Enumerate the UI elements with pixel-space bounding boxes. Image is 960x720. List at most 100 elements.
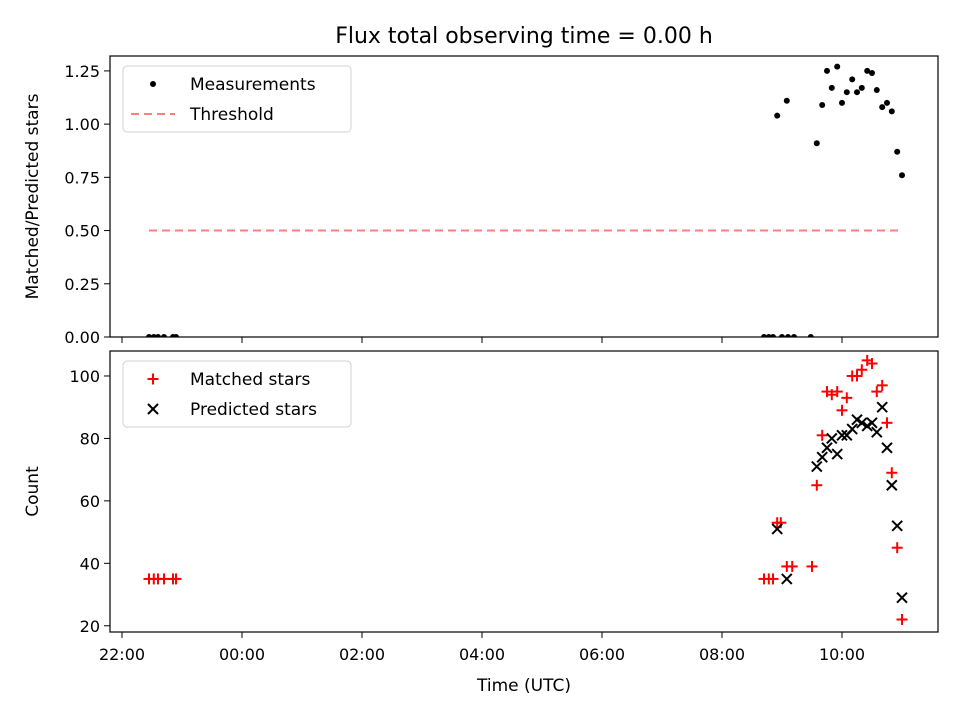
y-tick-label: 40 [80, 554, 100, 573]
measurements-point [839, 99, 845, 106]
measurements-point [807, 334, 814, 337]
predicted-stars-point [811, 460, 823, 473]
measurements-point [828, 84, 835, 91]
legend-box [122, 65, 352, 133]
measurements-point [785, 334, 791, 337]
y-tick-label: 0.25 [64, 275, 100, 294]
matched-stars-point [896, 614, 908, 626]
matched-stars-point [866, 357, 878, 369]
measurements-point [819, 101, 826, 108]
predicted-stars-point [896, 591, 908, 604]
measurements-legend-marker [150, 81, 156, 87]
y-axis-label: Count [23, 466, 43, 517]
measurements-point [146, 334, 152, 337]
measurements-point [854, 89, 860, 96]
star-count-panel: 20 40 60 80 100 22:00 00:00 02:00 04:00 06:00 08:0… [23, 350, 939, 696]
matched-stars-legend-marker [147, 373, 159, 385]
predicted-stars-point [846, 423, 858, 435]
legend: Measurements Threshold [122, 65, 352, 133]
matched-stars-point [811, 479, 823, 491]
y-tick-label: 20 [80, 617, 100, 636]
measurements-point [873, 87, 880, 94]
matched-stars-point [891, 542, 903, 554]
matched-stars-point [767, 573, 779, 585]
measurements-point [834, 63, 841, 70]
x-tick-label: 10:00 [819, 645, 865, 664]
y-tick-label: 1.25 [64, 62, 100, 81]
measurements-point [791, 334, 797, 337]
matched-stars-point [836, 404, 848, 416]
matched-stars-point [831, 386, 843, 398]
x-tick-label: 00:00 [219, 645, 265, 664]
x-tick-label: 02:00 [339, 645, 385, 664]
predicted-stars-point [886, 479, 898, 491]
x-tick-label: 22:00 [99, 645, 145, 664]
predicted-stars-point [856, 417, 868, 429]
predicted-stars-point [881, 442, 893, 454]
matched-stars-point [856, 364, 868, 376]
matched-stars-point [170, 573, 182, 585]
measurements-point [879, 104, 886, 111]
predicted-stars-point [781, 573, 793, 585]
predicted-stars-legend-marker [147, 403, 159, 415]
x-axis-label: Time (UTC) [476, 676, 571, 696]
predicted-stars-legend-label: Predicted stars [190, 400, 317, 420]
measurements-point [824, 67, 830, 74]
measurements-point [770, 334, 776, 337]
y-tick-label: 0.00 [64, 328, 100, 347]
measurements-point [858, 84, 865, 91]
y-tick-label: 0.75 [64, 168, 100, 187]
matched-stars-point [881, 417, 893, 429]
y-tick-label: 100 [69, 367, 100, 386]
axes-frame [109, 350, 939, 633]
predicted-stars-point [816, 451, 828, 463]
plot-area [143, 354, 908, 626]
matched-stars-point [786, 560, 798, 572]
x-tick-label: 04:00 [459, 645, 505, 664]
measurements-point [779, 334, 785, 337]
matched-stars-point [871, 386, 883, 398]
measurements-point [783, 97, 790, 104]
x-tick-label: 08:00 [699, 645, 745, 664]
measurements-legend-label: Measurements [190, 75, 316, 95]
measurements-point [884, 99, 890, 106]
x-tick-label: 06:00 [579, 645, 625, 664]
y-tick-label: 1.00 [64, 115, 100, 134]
measurements-point [843, 89, 850, 96]
matched-stars-point [806, 560, 818, 572]
legend-box [122, 360, 352, 428]
measurements-point [849, 76, 856, 83]
predicted-stars-point [831, 448, 843, 460]
predicted-stars-point [771, 523, 783, 535]
measurements-point [869, 70, 875, 77]
flux-ratio-panel: 0.00 0.25 0.50 0.75 1.00 1.25 Matched/Predicte… [23, 24, 939, 347]
predicted-stars-point [866, 417, 878, 429]
threshold-legend-label: Threshold [189, 105, 274, 125]
chart-title: Flux total observing time = 0.00 h [335, 24, 713, 49]
measurements-point [761, 334, 767, 337]
matched-stars-point [816, 429, 828, 441]
predicted-stars-point [826, 432, 838, 445]
y-tick-label: 0.50 [64, 222, 100, 241]
measurements-point [774, 112, 781, 119]
measurements-point [894, 148, 901, 155]
measurements-point [155, 334, 161, 337]
measurements-point [864, 67, 871, 74]
matched-stars-point [841, 392, 853, 404]
matched-stars-point [876, 379, 888, 391]
measurements-point [173, 334, 179, 337]
plot-area [146, 63, 905, 337]
matched-stars-legend-label: Matched stars [190, 370, 310, 390]
legend: Matched stars Predicted stars [122, 360, 352, 428]
y-tick-label: 80 [80, 429, 100, 448]
matched-stars-point [886, 467, 898, 479]
predicted-stars-point [871, 426, 883, 438]
measurements-point [888, 108, 895, 115]
axes-frame [109, 55, 939, 338]
measurements-point [899, 172, 905, 179]
measurements-point [813, 140, 820, 147]
y-tick-label: 60 [80, 492, 100, 511]
matched-stars-point [851, 370, 863, 382]
predicted-stars-point [821, 442, 833, 454]
